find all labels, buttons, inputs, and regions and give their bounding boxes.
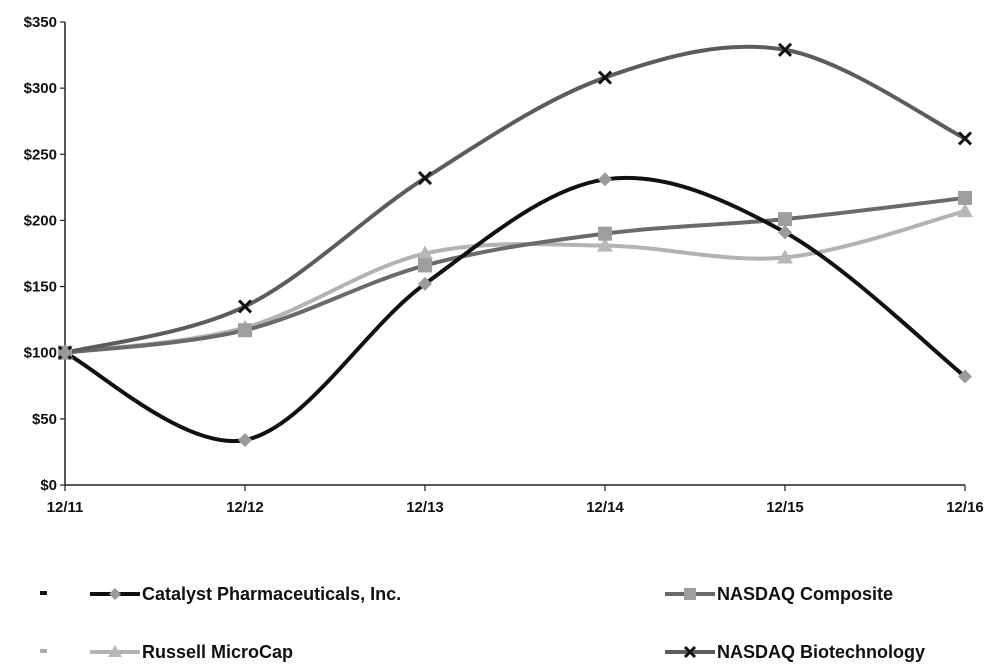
series-line <box>63 175 967 444</box>
data-point <box>778 225 792 240</box>
y-tick-label: $150 <box>24 279 57 296</box>
y-tick-label: $350 <box>24 14 57 31</box>
data-point <box>597 237 613 252</box>
data-point <box>418 276 432 291</box>
legend-marker <box>684 588 696 600</box>
series-line <box>63 44 967 355</box>
x-tick-label: 12/11 <box>47 499 84 516</box>
x-tick-label: 12/15 <box>766 499 804 516</box>
legend-item: Catalyst Pharmaceuticals, Inc. <box>40 584 401 604</box>
legend-label: Catalyst Pharmaceuticals, Inc. <box>142 584 401 604</box>
data-point <box>777 42 793 57</box>
series-line <box>63 209 967 355</box>
y-tick-label: $250 <box>24 146 57 163</box>
series-line <box>63 195 967 355</box>
data-point <box>598 172 612 187</box>
data-point <box>418 258 432 273</box>
data-point <box>238 433 252 448</box>
data-point <box>417 171 433 186</box>
x-tick-label: 12/13 <box>406 499 444 516</box>
y-tick-label: $0 <box>40 477 57 494</box>
legend-item: NASDAQ Biotechnology <box>665 642 925 662</box>
data-point <box>598 226 612 241</box>
legend-item: NASDAQ Composite <box>665 584 893 604</box>
legend: Catalyst Pharmaceuticals, Inc. NASDAQ Com… <box>40 584 925 662</box>
legend-label: NASDAQ Composite <box>717 584 893 604</box>
x-tick-label: 12/12 <box>226 499 264 516</box>
y-ticks: $0 $50 $100 $150 $200 $250 $300 $350 <box>24 14 65 494</box>
data-point <box>417 245 433 260</box>
y-tick-label: $50 <box>32 411 57 428</box>
data-point <box>237 299 253 314</box>
axes <box>64 22 965 486</box>
y-tick-label: $300 <box>24 80 57 97</box>
data-point <box>597 70 613 85</box>
legend-marker <box>108 645 122 657</box>
data-point <box>957 131 973 146</box>
data-point <box>957 203 973 218</box>
y-tick-label: $100 <box>24 345 57 362</box>
legend-item: Russell MicroCap <box>40 642 293 662</box>
series-lines <box>63 44 967 444</box>
x-tick-label: 12/14 <box>586 499 624 516</box>
data-point <box>778 212 792 227</box>
data-point <box>238 323 252 338</box>
legend-marker <box>109 588 121 600</box>
legend-marker <box>683 645 697 659</box>
data-point <box>777 249 793 264</box>
legend-label: Russell MicroCap <box>142 642 293 662</box>
x-ticks: 12/11 12/12 12/13 12/14 12/15 12/16 <box>47 485 984 516</box>
data-point <box>958 369 972 384</box>
data-point <box>58 345 72 360</box>
legend-label: NASDAQ Biotechnology <box>717 642 925 662</box>
x-tick-label: 12/16 <box>946 499 984 516</box>
data-point <box>958 190 972 205</box>
y-tick-label: $200 <box>24 212 57 229</box>
series-markers <box>57 42 973 448</box>
